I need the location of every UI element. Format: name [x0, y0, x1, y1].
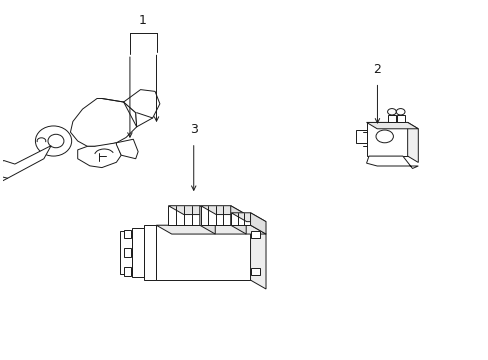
Polygon shape — [120, 231, 132, 274]
Circle shape — [387, 109, 395, 115]
Polygon shape — [78, 143, 121, 168]
Polygon shape — [366, 122, 407, 156]
Text: 1: 1 — [138, 14, 146, 27]
Polygon shape — [201, 206, 245, 215]
Polygon shape — [231, 213, 265, 222]
Polygon shape — [250, 230, 260, 238]
Polygon shape — [70, 99, 137, 146]
Polygon shape — [250, 225, 265, 289]
Polygon shape — [250, 268, 260, 275]
Polygon shape — [355, 130, 366, 143]
Text: 2: 2 — [373, 63, 381, 76]
Polygon shape — [132, 228, 144, 277]
Polygon shape — [156, 225, 265, 234]
Polygon shape — [407, 122, 417, 162]
Polygon shape — [123, 230, 130, 238]
Polygon shape — [396, 114, 404, 122]
Circle shape — [395, 109, 404, 115]
Polygon shape — [156, 225, 250, 280]
Polygon shape — [230, 206, 245, 234]
Polygon shape — [123, 248, 130, 257]
Polygon shape — [201, 206, 230, 225]
Polygon shape — [231, 213, 250, 225]
Polygon shape — [381, 156, 395, 165]
Polygon shape — [123, 267, 130, 275]
Polygon shape — [0, 145, 51, 178]
Polygon shape — [116, 139, 138, 159]
Text: 3: 3 — [189, 123, 197, 136]
Polygon shape — [250, 213, 265, 234]
Polygon shape — [200, 206, 215, 234]
Polygon shape — [366, 156, 417, 168]
Polygon shape — [168, 206, 215, 215]
Polygon shape — [144, 225, 156, 280]
Polygon shape — [366, 122, 417, 129]
Polygon shape — [168, 206, 200, 225]
Polygon shape — [387, 114, 395, 122]
Polygon shape — [123, 90, 160, 127]
